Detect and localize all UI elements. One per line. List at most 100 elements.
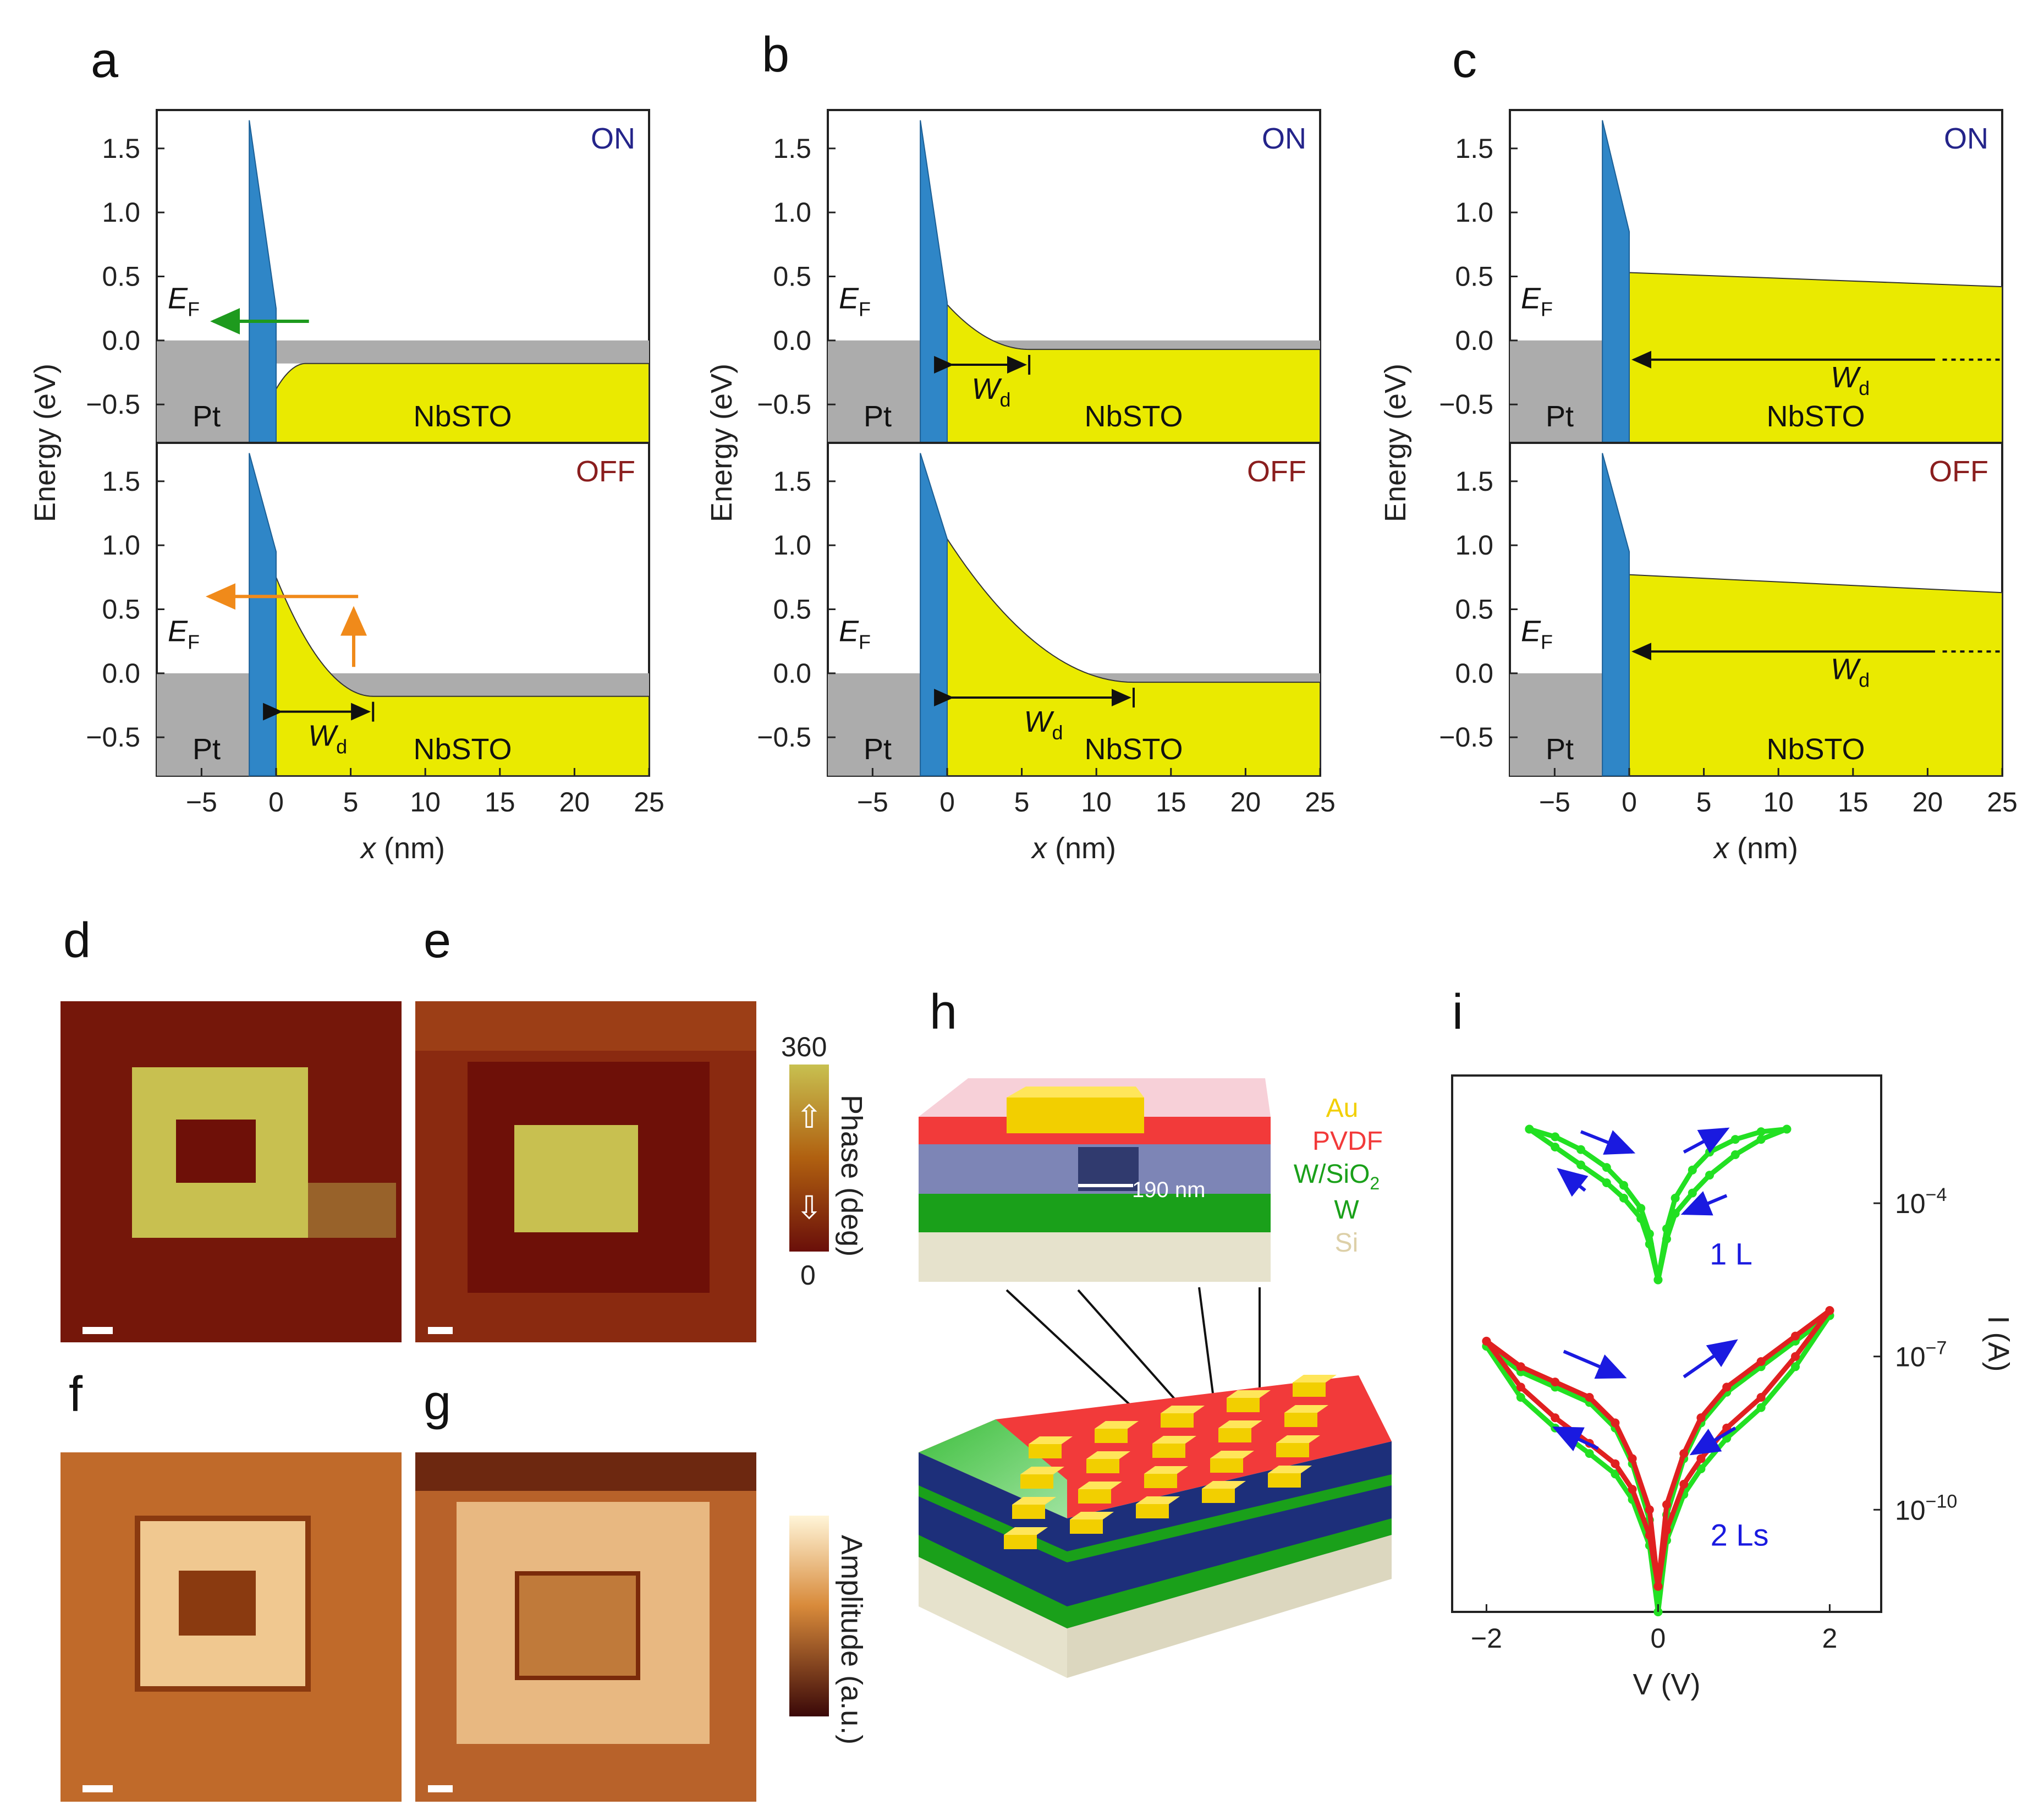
b-off-ytick-label: 1.5 bbox=[773, 466, 811, 497]
b-on-state-label: ON bbox=[1262, 122, 1306, 155]
a-on-state-label: ON bbox=[591, 122, 635, 155]
gold-pad-top bbox=[1293, 1375, 1337, 1382]
gold-pad bbox=[1161, 1413, 1194, 1428]
b-on-nbsto-label: NbSTO bbox=[1084, 400, 1183, 433]
a-off-ytick-label: 1.0 bbox=[102, 530, 140, 561]
c-on-ytick-label: 0.5 bbox=[1455, 261, 1493, 292]
iv-point bbox=[1576, 1145, 1585, 1154]
b-xtick-label: 10 bbox=[1081, 787, 1112, 818]
b-on-ytick-label: −0.5 bbox=[757, 389, 811, 420]
a-on-ytick-label: 0.5 bbox=[102, 261, 140, 292]
b-on-pt-label: Pt bbox=[864, 400, 892, 433]
panel-label-b: b bbox=[762, 28, 789, 83]
iv-direction-arrow bbox=[1689, 1427, 1737, 1456]
gold-pad-top bbox=[1078, 1482, 1122, 1489]
a-off-wd-label: Wd bbox=[308, 720, 347, 758]
band-diagram-panel-a: ON EF Pt NbSTO 1.5 1.0 0.5 0.0 −0.5 OFF EF Pt NbSTO 1… bbox=[29, 109, 664, 865]
phase-colorbar-min: 0 bbox=[800, 1260, 816, 1291]
iv-point bbox=[1671, 1193, 1680, 1203]
a-xtick-label: 25 bbox=[634, 787, 664, 818]
gold-pad-top bbox=[1227, 1390, 1271, 1398]
b-off-ytick-label: −0.5 bbox=[757, 722, 811, 753]
iv-point bbox=[1516, 1382, 1525, 1392]
c-xtick-label: −5 bbox=[1539, 787, 1570, 818]
c-off-wd-label: Wd bbox=[1831, 652, 1870, 691]
gold-pad bbox=[1086, 1459, 1119, 1473]
b-off-pt-label: Pt bbox=[864, 733, 892, 766]
iv-point bbox=[1551, 1132, 1560, 1142]
gold-pad-top bbox=[1020, 1467, 1064, 1474]
iv-point bbox=[1611, 1459, 1620, 1468]
iv-point bbox=[1645, 1530, 1654, 1540]
a-on-nbsto-label: NbSTO bbox=[413, 400, 512, 433]
a-on-ytick-label: 0.0 bbox=[102, 325, 140, 356]
c-on-wd-label: Wd bbox=[1831, 361, 1870, 399]
c-x-axis-label: x (nm) bbox=[1712, 832, 1798, 865]
gold-pad bbox=[1029, 1444, 1062, 1458]
c-off-state-label: OFF bbox=[1929, 455, 1988, 488]
iv-point bbox=[1791, 1352, 1800, 1361]
a-xtick-label: 15 bbox=[485, 787, 515, 818]
gold-pad-top bbox=[1136, 1496, 1180, 1504]
b-y-axis-label: Energy (eV) bbox=[705, 364, 738, 522]
c-off-pt-region bbox=[1510, 673, 1603, 776]
gold-pad bbox=[1095, 1429, 1128, 1443]
iv-annotation-2ls: 2 Ls bbox=[1711, 1517, 1769, 1552]
iv-point bbox=[1619, 1193, 1628, 1203]
iv-point bbox=[1482, 1336, 1491, 1346]
iv-direction-arrow bbox=[1580, 1130, 1636, 1155]
c-y-axis-label: Energy (eV) bbox=[1379, 364, 1412, 522]
a-on-ytick-label: −0.5 bbox=[86, 389, 140, 420]
iv-y-axis-label: I (A) bbox=[1982, 1316, 2015, 1372]
iv-point bbox=[1756, 1393, 1766, 1402]
a-off-ytick-label: 1.5 bbox=[102, 466, 140, 497]
iv-point bbox=[1696, 1454, 1706, 1463]
panel-label-i: i bbox=[1452, 985, 1463, 1040]
c-xtick-label: 10 bbox=[1763, 787, 1794, 818]
iv-point bbox=[1525, 1124, 1534, 1134]
c-xtick-label: 25 bbox=[1987, 787, 2018, 818]
gold-pad-top bbox=[1012, 1497, 1056, 1505]
legend-si: Si bbox=[1335, 1228, 1359, 1258]
amplitude-colorbar-label: Amplitude (a.u.) bbox=[835, 1535, 868, 1744]
c-off-ytick-label: 1.5 bbox=[1455, 466, 1493, 497]
iv-point bbox=[1791, 1362, 1800, 1371]
panel-label-c: c bbox=[1452, 33, 1477, 88]
iv-point bbox=[1645, 1505, 1654, 1515]
pfm-phase-image-d bbox=[61, 1001, 402, 1342]
a-off-fermi-label: EF bbox=[168, 615, 200, 654]
dimension-label: 190 nm bbox=[1132, 1178, 1205, 1202]
b-off-wd-label: Wd bbox=[1024, 705, 1063, 744]
pfm-amplitude-image-g bbox=[415, 1452, 756, 1802]
iv-xtick-label: 0 bbox=[1650, 1623, 1666, 1654]
iv-point bbox=[1705, 1171, 1714, 1180]
a-off-pt-label: Pt bbox=[193, 733, 221, 766]
b-on-fermi-label: EF bbox=[839, 282, 871, 321]
c-off-fermi-label: EF bbox=[1521, 615, 1553, 654]
gold-pad-top bbox=[1161, 1406, 1205, 1413]
iv-point bbox=[1756, 1357, 1766, 1366]
iv-point bbox=[1611, 1469, 1620, 1479]
panel-label-a: a bbox=[91, 33, 119, 88]
b-off-fermi-label: EF bbox=[839, 615, 871, 654]
iv-point bbox=[1576, 1160, 1585, 1170]
iv-direction-arrow bbox=[1563, 1349, 1627, 1379]
iv-point bbox=[1585, 1449, 1594, 1458]
b-xtick-label: 5 bbox=[1014, 787, 1030, 818]
a-off-state-label: OFF bbox=[576, 455, 635, 488]
iv-point bbox=[1825, 1306, 1834, 1315]
a-xtick-label: 20 bbox=[559, 787, 590, 818]
b-xtick-label: 0 bbox=[939, 787, 955, 818]
iv-point bbox=[1636, 1204, 1646, 1213]
legend-w: W bbox=[1334, 1195, 1359, 1225]
b-on-pt-region bbox=[828, 340, 921, 443]
gold-pad bbox=[1293, 1382, 1326, 1397]
iv-xtick-label: 2 bbox=[1822, 1623, 1837, 1654]
phase-colorbar-max: 360 bbox=[781, 1032, 827, 1062]
gold-pad-top bbox=[1218, 1420, 1262, 1428]
gold-pad bbox=[1210, 1458, 1243, 1473]
a-xtick-label: 5 bbox=[343, 787, 359, 818]
iv-point bbox=[1645, 1239, 1654, 1249]
gold-pad-top bbox=[1004, 1527, 1048, 1535]
iv-point bbox=[1662, 1235, 1671, 1244]
